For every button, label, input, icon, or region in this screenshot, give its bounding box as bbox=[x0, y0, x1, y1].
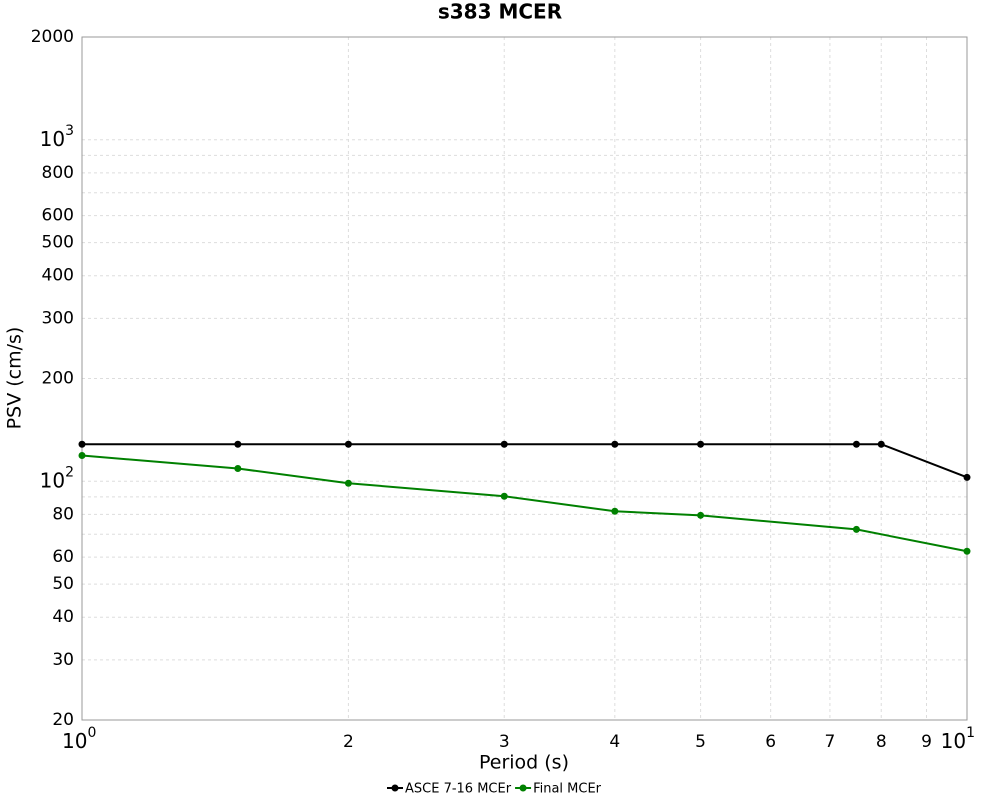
y-tick-label: 80 bbox=[52, 504, 74, 524]
x-tick-label: 9 bbox=[921, 732, 932, 752]
data-point bbox=[500, 440, 508, 448]
chart-title: s383 MCER bbox=[438, 0, 562, 24]
data-point bbox=[877, 440, 885, 448]
data-point bbox=[78, 440, 86, 448]
y-tick-label: 400 bbox=[42, 266, 74, 286]
y-tick-exponent: 2 bbox=[65, 464, 74, 480]
x-tick-exponent: 0 bbox=[87, 725, 96, 741]
x-tick-label: 7 bbox=[824, 732, 835, 752]
data-point bbox=[78, 452, 86, 460]
data-point bbox=[852, 525, 860, 533]
y-tick-label: 50 bbox=[52, 574, 74, 594]
x-tick-label: 3 bbox=[499, 732, 510, 752]
legend-marker bbox=[391, 784, 399, 792]
x-tick-label: 5 bbox=[695, 732, 706, 752]
data-point bbox=[611, 440, 619, 448]
y-tick-label: 800 bbox=[42, 163, 74, 183]
x-tick-base: 10 bbox=[941, 729, 966, 753]
data-point bbox=[697, 440, 705, 448]
y-tick-exponent: 3 bbox=[65, 123, 74, 139]
y-tick-base: 10 bbox=[40, 468, 65, 492]
y-tick-label: 300 bbox=[42, 308, 74, 328]
y-tick-label: 60 bbox=[52, 547, 74, 567]
data-point bbox=[611, 507, 619, 515]
data-point bbox=[963, 473, 971, 481]
legend-label: Final MCEr bbox=[533, 782, 602, 797]
data-point bbox=[697, 511, 705, 519]
data-point bbox=[234, 440, 242, 448]
x-tick-exponent: 1 bbox=[966, 725, 975, 741]
y-tick-base: 10 bbox=[40, 126, 65, 150]
y-tick-label: 103 bbox=[40, 123, 74, 151]
data-point bbox=[344, 440, 352, 448]
x-tick-label: 2 bbox=[343, 732, 354, 752]
x-tick-label: 100 bbox=[62, 725, 96, 753]
legend-label: ASCE 7-16 MCEr bbox=[405, 782, 512, 797]
y-tick-label: 2000 bbox=[31, 27, 74, 47]
plot-frame bbox=[81, 36, 968, 721]
x-tick-label: 8 bbox=[876, 732, 887, 752]
y-tick-label: 102 bbox=[40, 464, 74, 492]
y-tick-label: 500 bbox=[42, 233, 74, 253]
data-point bbox=[852, 440, 860, 448]
y-tick-label: 600 bbox=[42, 206, 74, 226]
data-point bbox=[963, 547, 971, 555]
y-axis-label: PSV (cm/s) bbox=[4, 327, 26, 430]
y-tick-label: 200 bbox=[42, 369, 74, 389]
x-axis-label: Period (s) bbox=[479, 752, 569, 774]
y-tick-label: 30 bbox=[52, 650, 74, 670]
data-point bbox=[344, 479, 352, 487]
x-tick-base: 10 bbox=[62, 729, 87, 753]
y-tick-label: 20 bbox=[52, 710, 74, 730]
legend-marker bbox=[519, 784, 527, 792]
data-point bbox=[500, 492, 508, 500]
data-point bbox=[234, 465, 242, 473]
x-tick-label: 101 bbox=[941, 725, 975, 753]
x-tick-label: 6 bbox=[765, 732, 776, 752]
series-line bbox=[81, 454, 968, 553]
plot-area bbox=[81, 36, 968, 721]
y-tick-label: 40 bbox=[52, 607, 74, 627]
x-tick-label: 4 bbox=[609, 732, 620, 752]
